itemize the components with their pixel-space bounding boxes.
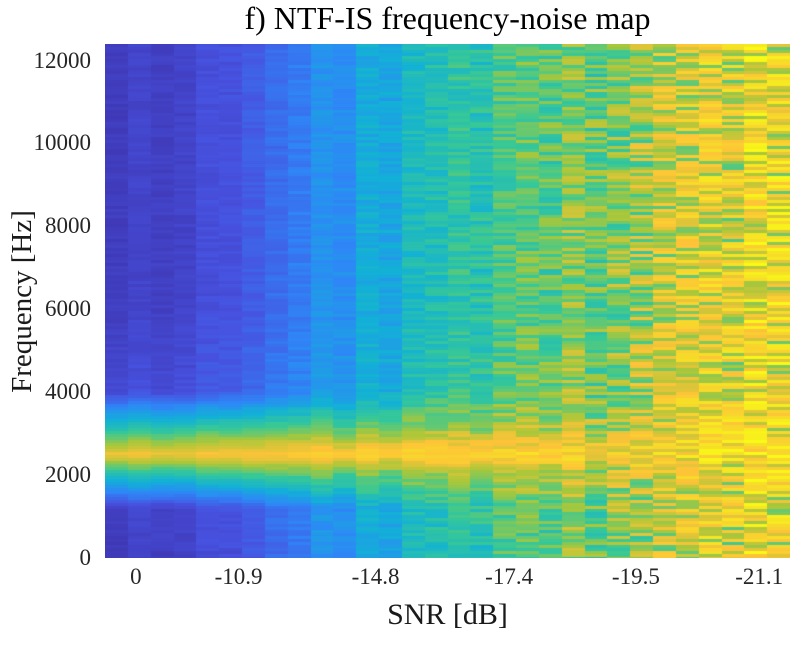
y-tick-label: 2000: [45, 462, 91, 488]
x-tick-label: -19.5: [611, 564, 660, 589]
x-tick-label: -10.9: [214, 564, 263, 589]
y-tick-label: 12000: [33, 47, 92, 73]
x-axis-label: SNR [dB]: [387, 598, 508, 631]
y-tick-label: 0: [79, 545, 92, 570]
y-tick-label: 8000: [45, 213, 91, 239]
y-tick-label: 6000: [45, 296, 91, 322]
heatmap-canvas: [105, 44, 790, 558]
x-tick-label: -17.4: [485, 564, 534, 589]
chart-title: f) NTF-IS frequency-noise map: [244, 0, 651, 36]
y-axis-ticks: 0 2000 4000 6000 8000 10000 12000: [0, 44, 97, 570]
y-tick-label: 4000: [45, 379, 91, 405]
y-tick-label: 10000: [33, 130, 92, 156]
x-tick-label: 0: [130, 564, 142, 589]
x-tick-label: -21.1: [735, 564, 784, 589]
x-tick-label: -14.8: [351, 564, 400, 589]
heatmap-plot-area: [105, 44, 790, 558]
x-axis-ticks: 0 -10.9 -14.8 -17.4 -19.5 -21.1: [105, 564, 790, 594]
